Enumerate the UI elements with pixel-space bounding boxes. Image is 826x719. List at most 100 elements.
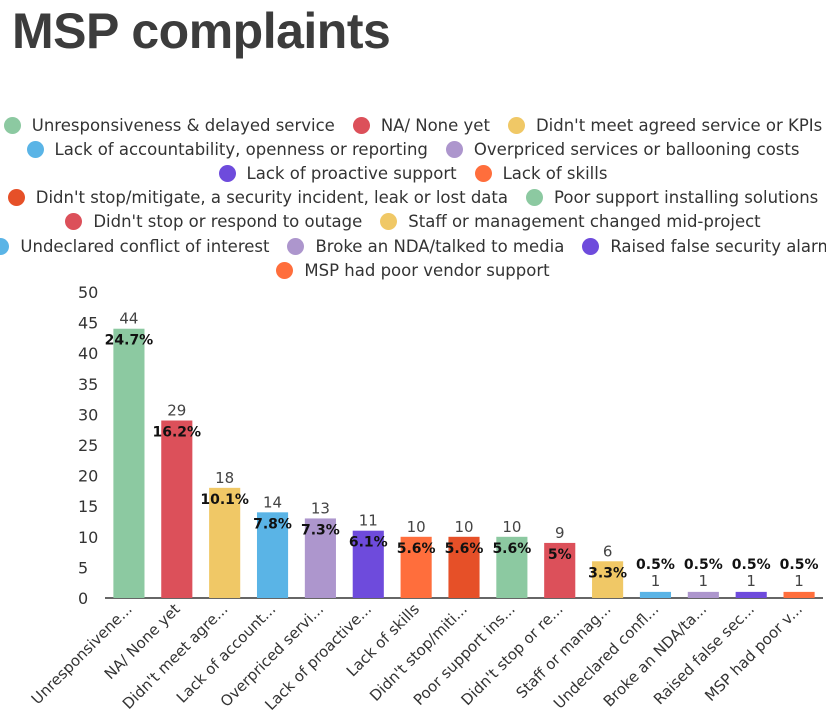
legend-item[interactable]: Didn't stop/mitigate, a security inciden… bbox=[7, 188, 508, 208]
bar bbox=[304, 518, 336, 598]
legend-label: Broke an NDA/talked to media bbox=[315, 236, 565, 256]
legend-item[interactable]: Undeclared conflict of interest bbox=[0, 237, 269, 256]
legend-item[interactable]: Lack of accountability, openness or repo… bbox=[26, 140, 428, 159]
legend-item[interactable]: NA/ None yet bbox=[352, 115, 490, 135]
legend-row: Undeclared conflict of interest Broke an … bbox=[0, 234, 826, 258]
y-tick-label: 5 bbox=[78, 558, 88, 577]
bar-percent-label: 16.2% bbox=[153, 425, 202, 441]
legend-row: Didn't stop/mitigate, a security inciden… bbox=[0, 186, 826, 210]
legend-item[interactable]: Lack of proactive support bbox=[218, 164, 457, 183]
bar bbox=[687, 591, 719, 598]
bar-percent-label: 6.1% bbox=[349, 535, 388, 551]
legend-swatch bbox=[380, 213, 398, 231]
bar bbox=[352, 530, 384, 598]
legend-swatch bbox=[582, 237, 600, 255]
y-tick-label: 30 bbox=[78, 405, 98, 424]
legend-label: Didn't meet agreed service or KPIs bbox=[535, 115, 823, 135]
y-tick-label: 25 bbox=[78, 436, 98, 455]
legend-item[interactable]: Didn't stop or respond to outage bbox=[65, 212, 362, 231]
bar bbox=[256, 512, 289, 598]
bar-percent-label: 0.5% bbox=[636, 557, 675, 573]
bar bbox=[783, 591, 815, 598]
legend-label: Raised false security alarm bbox=[610, 236, 826, 256]
y-tick-label: 50 bbox=[78, 283, 98, 302]
legend-swatch bbox=[525, 189, 543, 207]
bar bbox=[113, 328, 145, 598]
bar-percent-label: 5% bbox=[548, 547, 572, 563]
legend-item[interactable]: Didn't meet agreed service or KPIs bbox=[507, 115, 823, 135]
legend-label: Lack of skills bbox=[502, 163, 608, 183]
legend-item[interactable]: Overpriced services or ballooning costs bbox=[445, 140, 799, 159]
legend-label: Didn't stop/mitigate, a security inciden… bbox=[35, 188, 508, 208]
bar-value-label: 10 bbox=[454, 518, 473, 536]
chart-legend: Unresponsiveness & delayed service NA/ No… bbox=[0, 113, 826, 282]
bar-percent-label: 10.1% bbox=[200, 492, 249, 508]
legend-item[interactable]: Poor support installing solutions bbox=[525, 188, 819, 208]
bar-percent-label: 24.7% bbox=[105, 333, 154, 349]
legend-swatch bbox=[3, 116, 21, 134]
bar-value-label: 14 bbox=[263, 493, 282, 511]
legend-label: Didn't stop or respond to outage bbox=[93, 212, 363, 232]
legend-swatch bbox=[0, 237, 10, 255]
bar-value-label: 13 bbox=[311, 499, 330, 517]
y-tick-label: 40 bbox=[78, 344, 98, 363]
bar bbox=[639, 591, 672, 598]
bar bbox=[161, 420, 193, 598]
legend-row: Unresponsiveness & delayed service NA/ No… bbox=[0, 113, 826, 137]
y-tick-label: 15 bbox=[78, 497, 98, 516]
bar bbox=[496, 536, 528, 598]
legend-label: Unresponsiveness & delayed service bbox=[31, 115, 335, 135]
bar-value-label: 1 bbox=[746, 572, 756, 590]
legend-item[interactable]: Raised false security alarm bbox=[582, 237, 826, 256]
legend-item[interactable]: Staff or management changed mid-project bbox=[380, 212, 761, 232]
bar-value-label: 11 bbox=[359, 512, 378, 530]
bar-value-label: 1 bbox=[794, 572, 804, 590]
bar-value-label: 18 bbox=[215, 469, 234, 487]
legend-swatch bbox=[287, 237, 305, 255]
legend-item[interactable]: Unresponsiveness & delayed service bbox=[3, 115, 335, 135]
y-tick-label: 20 bbox=[78, 467, 98, 486]
legend-item[interactable]: Broke an NDA/talked to media bbox=[287, 237, 564, 256]
legend-label: Staff or management changed mid-project bbox=[408, 212, 761, 232]
legend-label: Poor support installing solutions bbox=[553, 188, 819, 208]
bar-value-label: 1 bbox=[651, 572, 661, 590]
bar bbox=[400, 536, 432, 598]
legend-swatch bbox=[474, 164, 492, 182]
bar-value-label: 29 bbox=[167, 402, 186, 420]
bar-value-label: 6 bbox=[603, 542, 613, 560]
bar-percent-label: 0.5% bbox=[684, 557, 723, 573]
legend-swatch bbox=[65, 213, 83, 231]
bar-value-label: 44 bbox=[119, 310, 138, 328]
legend-row: Lack of proactive support Lack of skills bbox=[0, 161, 826, 185]
legend-swatch bbox=[276, 261, 294, 279]
legend-item[interactable]: MSP had poor vendor support bbox=[276, 260, 550, 280]
legend-label: Undeclared conflict of interest bbox=[20, 236, 270, 256]
bar-percent-label: 0.5% bbox=[732, 557, 771, 573]
bar-value-label: 10 bbox=[502, 518, 521, 536]
chart-title: MSP complaints bbox=[12, 3, 391, 59]
legend-item[interactable]: Lack of skills bbox=[474, 163, 608, 183]
y-tick-label: 35 bbox=[78, 375, 98, 394]
bar bbox=[209, 487, 241, 598]
bar bbox=[735, 591, 767, 598]
bar-percent-label: 5.6% bbox=[445, 541, 484, 557]
bar-value-label: 1 bbox=[699, 572, 709, 590]
legend-swatch bbox=[26, 140, 44, 158]
bar-value-label: 10 bbox=[407, 518, 426, 536]
legend-swatch bbox=[352, 116, 370, 134]
bar-value-label: 9 bbox=[555, 524, 565, 542]
legend-label: MSP had poor vendor support bbox=[304, 260, 550, 280]
bar-percent-label: 5.6% bbox=[397, 541, 436, 557]
y-tick-label: 10 bbox=[78, 528, 98, 547]
y-tick-label: 0 bbox=[78, 589, 88, 608]
legend-swatch bbox=[218, 164, 236, 182]
bar-percent-label: 0.5% bbox=[780, 557, 819, 573]
bar-percent-label: 3.3% bbox=[588, 565, 627, 581]
legend-row: Didn't stop or respond to outage Staff or… bbox=[0, 210, 826, 234]
bar-percent-label: 5.6% bbox=[492, 541, 531, 557]
legend-label: NA/ None yet bbox=[380, 115, 490, 135]
legend-swatch bbox=[445, 140, 463, 158]
legend-swatch bbox=[7, 189, 25, 207]
bar-percent-label: 7.8% bbox=[253, 516, 292, 532]
